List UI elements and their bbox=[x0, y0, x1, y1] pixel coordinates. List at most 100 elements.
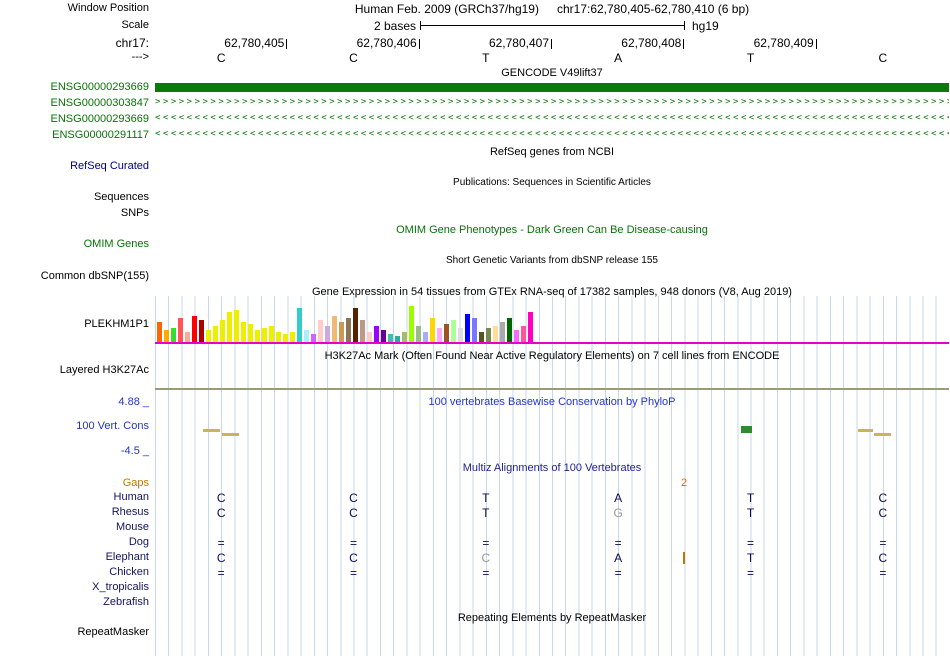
gtex-bar bbox=[283, 334, 288, 342]
assembly-title: Human Feb. 2009 (GRCh37/hg19) bbox=[354, 2, 539, 16]
species-label-zebrafish[interactable]: Zebrafish bbox=[103, 596, 149, 608]
gtex-bar bbox=[171, 328, 176, 342]
window-position-bar: Human Feb. 2009 (GRCh37/hg19) chr17:62,7… bbox=[155, 2, 949, 16]
gtex-bar bbox=[514, 330, 519, 342]
base-letter: C bbox=[349, 51, 358, 65]
gtex-bar bbox=[395, 336, 400, 342]
gtex-bar bbox=[332, 316, 337, 342]
coordinate-label: 62,780,405 bbox=[224, 36, 285, 50]
scale-label: Scale bbox=[121, 19, 149, 31]
gtex-bar bbox=[206, 330, 211, 342]
repeatmasker-label[interactable]: RepeatMasker bbox=[77, 626, 149, 638]
publications-track-title: Publications: Sequences in Scientific Ar… bbox=[453, 177, 651, 188]
grid-guidelines bbox=[155, 296, 949, 656]
gtex-bar bbox=[311, 334, 316, 342]
multiz-track-title: Multiz Alignments of 100 Vertebrates bbox=[462, 462, 642, 474]
gtex-bar bbox=[416, 326, 421, 342]
species-label-human[interactable]: Human bbox=[113, 491, 149, 503]
gtex-bar bbox=[360, 320, 365, 342]
position-display: chr17:62,780,405-62,780,410 (6 bp) bbox=[556, 2, 750, 16]
scale-bar bbox=[420, 21, 685, 30]
gtex-bar bbox=[325, 326, 330, 342]
omim-track-title: OMIM Gene Phenotypes - Dark Green Can Be… bbox=[396, 224, 708, 236]
gtex-bar bbox=[234, 310, 239, 342]
repeatmasker-track-title: Repeating Elements by RepeatMasker bbox=[457, 612, 647, 624]
gtex-bar bbox=[388, 334, 393, 342]
gtex-bar bbox=[353, 308, 358, 342]
dbsnp-track-title: Short Genetic Variants from dbSNP releas… bbox=[446, 255, 658, 266]
gene-label-ensg00000293669[interactable]: ENSG00000293669 bbox=[50, 81, 149, 93]
gene-label-ensg00000293669-2[interactable]: ENSG00000293669 bbox=[50, 113, 149, 125]
gene-strand-arrows[interactable]: <<<<<<<<<<<<<<<<<<<<<<<<<<<<<<<<<<<<<<<<… bbox=[155, 129, 949, 139]
gtex-bar bbox=[304, 330, 309, 342]
gtex-bar bbox=[465, 314, 470, 342]
gtex-bar bbox=[479, 332, 484, 342]
gtex-bar bbox=[423, 332, 428, 342]
gene-label-ensg00000303847[interactable]: ENSG00000303847 bbox=[50, 97, 149, 109]
gtex-bar bbox=[444, 324, 449, 342]
gtex-bar bbox=[430, 318, 435, 342]
gene-strand-arrows[interactable]: <<<<<<<<<<<<<<<<<<<<<<<<<<<<<<<<<<<<<<<<… bbox=[155, 113, 949, 123]
conservation-track-title: 100 vertebrates Basewise Conservation by… bbox=[428, 396, 676, 408]
gtex-bar bbox=[255, 330, 260, 342]
gene-label-ensg00000291117[interactable]: ENSG00000291117 bbox=[52, 129, 149, 141]
base-letter: T bbox=[482, 51, 490, 65]
gtex-bar bbox=[346, 318, 351, 342]
gtex-bar bbox=[458, 328, 463, 342]
conservation-max-label: 4.88 _ bbox=[118, 396, 149, 408]
base-letter: C bbox=[216, 51, 226, 65]
coordinate-label: 62,780,406 bbox=[356, 36, 417, 50]
gtex-bar bbox=[269, 326, 274, 342]
coordinate-label: 62,780,407 bbox=[488, 36, 549, 50]
gene-exon-bar[interactable] bbox=[155, 83, 949, 92]
gene-strand-arrows[interactable]: >>>>>>>>>>>>>>>>>>>>>>>>>>>>>>>>>>>>>>>>… bbox=[155, 97, 949, 107]
coordinate-tick bbox=[418, 39, 420, 49]
gtex-track-title: Gene Expression in 54 tissues from GTEx … bbox=[312, 286, 792, 298]
sequences-label[interactable]: Sequences bbox=[93, 191, 149, 203]
gtex-bar bbox=[262, 328, 267, 342]
refseq-curated-label[interactable]: RefSeq Curated bbox=[70, 160, 149, 172]
gtex-bar bbox=[521, 326, 526, 342]
conservation-min-label: -4.5 _ bbox=[120, 445, 149, 457]
h3k27ac-track-title: H3K27Ac Mark (Often Found Near Active Re… bbox=[324, 350, 780, 362]
strand-label: ---> bbox=[131, 51, 149, 63]
window-position-label: Window Position bbox=[67, 2, 149, 14]
gtex-bar bbox=[199, 320, 204, 342]
coordinate-tick bbox=[683, 39, 685, 49]
gtex-bar bbox=[213, 326, 218, 342]
omim-genes-label[interactable]: OMIM Genes bbox=[83, 238, 149, 250]
gtex-expression-chart[interactable] bbox=[155, 304, 949, 342]
gtex-bar bbox=[276, 332, 281, 342]
gtex-bar bbox=[178, 318, 183, 342]
snps-label[interactable]: SNPs bbox=[120, 207, 149, 219]
gtex-bar bbox=[318, 320, 323, 342]
gtex-bar bbox=[507, 318, 512, 342]
gtex-bar bbox=[241, 322, 246, 342]
species-label-dog[interactable]: Dog bbox=[128, 536, 149, 548]
gtex-bar bbox=[339, 322, 344, 342]
gtex-bar bbox=[472, 318, 477, 342]
coordinate-tick bbox=[286, 39, 288, 49]
gtex-bar bbox=[227, 312, 232, 342]
gtex-bar bbox=[486, 328, 491, 342]
layered-h3k27ac-label[interactable]: Layered H3K27Ac bbox=[59, 364, 149, 376]
species-label-chicken[interactable]: Chicken bbox=[109, 566, 149, 578]
gaps-row-label: Gaps bbox=[122, 477, 149, 489]
species-label-elephant[interactable]: Elephant bbox=[105, 551, 149, 563]
species-label-mouse[interactable]: Mouse bbox=[115, 521, 149, 533]
gtex-bar bbox=[493, 326, 498, 342]
gtex-bar bbox=[528, 312, 533, 342]
common-dbsnp-label[interactable]: Common dbSNP(155) bbox=[40, 270, 149, 282]
gtex-gene-label[interactable]: PLEKHM1P1 bbox=[84, 318, 149, 330]
gtex-bar bbox=[409, 306, 414, 342]
gtex-bar bbox=[451, 320, 456, 342]
species-label-x_tropicalis[interactable]: X_tropicalis bbox=[92, 581, 149, 593]
scale-value: 2 bases bbox=[373, 19, 416, 33]
gtex-bar bbox=[402, 332, 407, 342]
conservation-label[interactable]: 100 Vert. Cons bbox=[76, 420, 149, 432]
coordinate-label: 62,780,409 bbox=[753, 36, 814, 50]
gtex-bar bbox=[374, 326, 379, 342]
species-label-rhesus[interactable]: Rhesus bbox=[111, 506, 149, 518]
